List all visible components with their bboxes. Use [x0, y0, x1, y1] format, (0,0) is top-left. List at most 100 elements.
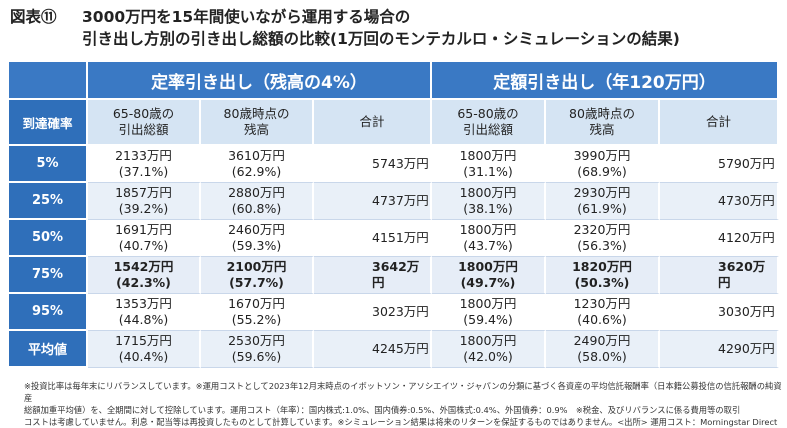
cell-line: 3023万円	[372, 304, 429, 319]
cell-line: 2133万円	[115, 148, 172, 163]
table-cell: 4290万円	[660, 331, 780, 368]
table-cell: 4120万円	[660, 220, 780, 257]
cell-line: 3620万円	[718, 259, 766, 290]
cell-line: (44.8%)	[118, 312, 169, 327]
cell-line: 1820万円	[572, 259, 632, 274]
cell-line: (42.3%)	[116, 275, 171, 290]
table-cell: 4737万円	[314, 183, 432, 220]
cell-line: 4730万円	[718, 193, 775, 208]
cell-line: 1800万円	[459, 333, 517, 348]
group-header-fixed-rate: 定率引き出し（残高の4%）	[88, 62, 432, 100]
cell-line: 2460万円	[228, 222, 285, 237]
table-cell: 1800万円 (38.1%)	[432, 183, 546, 220]
cell-line: 3030万円	[718, 304, 775, 319]
cell-line: 2930万円	[573, 185, 631, 200]
footnote-line: 総額加重平均値）を、全期間に対して控除しています。運用コスト（年率）：国内株式:…	[24, 405, 741, 415]
row-label: 25%	[9, 183, 88, 220]
title-line-1: 図表⑪ 3000万円を15年間使いながら運用する場合の	[10, 6, 780, 28]
cell-line: 1353万円	[115, 296, 172, 311]
footnote-line: ※投資比率は毎年末にリバランスしています。※運用コストとして2023年12月末時…	[24, 381, 782, 403]
table-cell: 3030万円	[660, 294, 780, 331]
cell-line: 5743万円	[372, 156, 429, 171]
cell-line: 2320万円	[573, 222, 631, 237]
cell-line: 4151万円	[372, 230, 429, 245]
footnote: ※投資比率は毎年末にリバランスしています。※運用コストとして2023年12月末時…	[24, 380, 784, 428]
figure-title: 図表⑪ 3000万円を15年間使いながら運用する場合の 引き出し方別の引き出し総額…	[10, 6, 780, 50]
table-row: 75% 1542万円 (42.3%) 2100万円 (57.7%) 3642万円 1800万…	[9, 257, 780, 294]
col-header-line: 引出総額	[118, 122, 169, 137]
table-cell: 1691万円 (40.7%)	[88, 220, 201, 257]
cell-line: 3642万円	[372, 259, 420, 290]
cell-line: (39.2%)	[118, 201, 169, 216]
table-cell: 1800万円 (42.0%)	[432, 331, 546, 368]
table-cell: 3610万円 (62.9%)	[201, 146, 314, 183]
cell-line: 4245万円	[372, 341, 429, 356]
table-cell: 1800万円 (31.1%)	[432, 146, 546, 183]
group-header-fixed-amount: 定額引き出し（年120万円）	[432, 62, 780, 100]
col-header-amount-total: 合計	[660, 100, 780, 146]
cell-line: (59.4%)	[463, 312, 513, 327]
table-cell: 3990万円 (68.9%)	[546, 146, 660, 183]
cell-line: 1800万円	[459, 222, 517, 237]
col-header-rate-balance: 80歳時点の 残高	[201, 100, 314, 146]
table-cell: 1353万円 (44.8%)	[88, 294, 201, 331]
col-header-line: 80歳時点の	[569, 106, 635, 121]
row-label: 平均値	[9, 331, 88, 368]
cell-line: 1800万円	[459, 148, 517, 163]
table-row: 95% 1353万円 (44.8%) 1670万円 (55.2%) 3023万円 1800万…	[9, 294, 780, 331]
cell-line: (50.3%)	[574, 275, 630, 290]
table-cell: 2490万円 (58.0%)	[546, 331, 660, 368]
cell-line: (40.4%)	[118, 349, 169, 364]
table-cell: 4245万円	[314, 331, 432, 368]
cell-line: 4120万円	[718, 230, 775, 245]
cell-line: 5790万円	[718, 156, 775, 171]
cell-line: (40.7%)	[118, 238, 169, 253]
figure-label: 図表⑪	[10, 8, 57, 26]
table-cell: 2530万円 (59.6%)	[201, 331, 314, 368]
col-header-line: 65-80歳の	[112, 106, 175, 121]
table-row: 5% 2133万円 (37.1%) 3610万円 (62.9%) 5743万円 1800万円…	[9, 146, 780, 183]
cell-line: 1670万円	[228, 296, 285, 311]
cell-line: 3610万円	[228, 148, 285, 163]
header-corner	[9, 62, 88, 100]
cell-line: 3990万円	[573, 148, 631, 163]
col-header-line: 残高	[589, 122, 615, 137]
cell-line: 2490万円	[573, 333, 631, 348]
cell-line: 1800万円	[459, 185, 517, 200]
col-header-line: 残高	[243, 122, 269, 137]
col-header-line: 65-80歳の	[457, 106, 519, 121]
table-cell: 2100万円 (57.7%)	[201, 257, 314, 294]
cell-line: (40.6%)	[577, 312, 627, 327]
cell-line: (59.6%)	[231, 349, 282, 364]
col-header-line: 引出総額	[462, 122, 513, 137]
cell-line: (57.7%)	[229, 275, 284, 290]
col-header-rate-withdrawal: 65-80歳の 引出総額	[88, 100, 201, 146]
cell-line: 1715万円	[115, 333, 172, 348]
row-label: 95%	[9, 294, 88, 331]
table-cell: 1800万円 (43.7%)	[432, 220, 546, 257]
cell-line: 1857万円	[115, 185, 172, 200]
cell-line: (56.3%)	[577, 238, 627, 253]
table-cell: 2320万円 (56.3%)	[546, 220, 660, 257]
cell-line: 1230万円	[573, 296, 631, 311]
cell-line: 4737万円	[372, 193, 429, 208]
col-header-line: 80歳時点の	[223, 106, 290, 121]
table-cell: 1715万円 (40.4%)	[88, 331, 201, 368]
cell-line: 2880万円	[228, 185, 285, 200]
table-cell: 4151万円	[314, 220, 432, 257]
cell-line: (60.8%)	[231, 201, 282, 216]
table-cell: 2133万円 (37.1%)	[88, 146, 201, 183]
cell-line: (62.9%)	[231, 164, 282, 179]
cell-line: (42.0%)	[463, 349, 513, 364]
table-row: 50% 1691万円 (40.7%) 2460万円 (59.3%) 4151万円 1800万…	[9, 220, 780, 257]
cell-line: (61.9%)	[577, 201, 627, 216]
col-header-rate-total: 合計	[314, 100, 432, 146]
table-cell: 2930万円 (61.9%)	[546, 183, 660, 220]
table-cell: 4730万円	[660, 183, 780, 220]
table-cell: 2460万円 (59.3%)	[201, 220, 314, 257]
table-cell: 5743万円	[314, 146, 432, 183]
table-cell: 3620万円	[660, 257, 780, 294]
table-cell: 1542万円 (42.3%)	[88, 257, 201, 294]
cell-line: 1800万円	[459, 296, 517, 311]
table-cell: 1230万円 (40.6%)	[546, 294, 660, 331]
